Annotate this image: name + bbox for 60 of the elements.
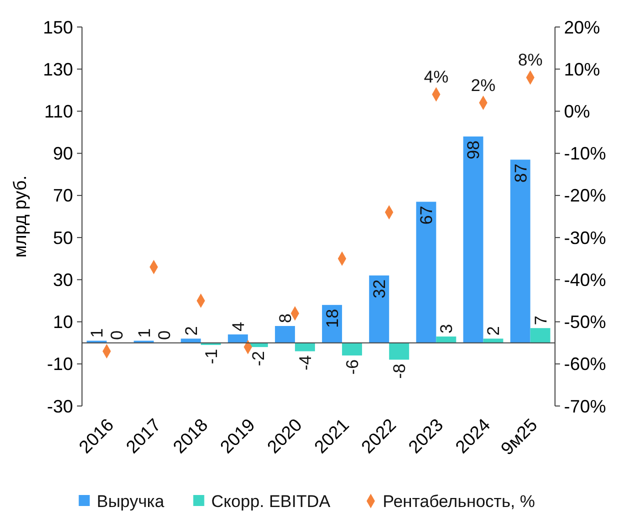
legend-label: Скорр. EBITDA (211, 492, 332, 511)
data-label: 3 (437, 324, 456, 334)
y2-tick-label: 10% (564, 59, 600, 80)
data-label: 8% (518, 50, 543, 70)
bar (483, 338, 504, 343)
bar (436, 336, 456, 343)
y2-tick-label: -70% (564, 396, 606, 416)
bar (342, 342, 362, 356)
bar (180, 338, 201, 343)
data-label: 32 (370, 279, 390, 298)
y2-tick-label: 0% (564, 102, 590, 122)
y2-tick-label: 20% (564, 17, 600, 38)
data-label: -6 (343, 359, 362, 375)
data-label: 1 (134, 328, 154, 338)
data-label: 2% (470, 76, 496, 95)
y-tick-label: 150 (42, 17, 73, 38)
data-label: 98 (464, 140, 484, 160)
y2-tick-label: -30% (564, 228, 606, 248)
legend-label: Выручка (96, 492, 165, 511)
y-tick-label: 30 (52, 270, 73, 290)
y2-tick-label: -40% (564, 270, 606, 290)
bar (369, 275, 390, 343)
bar (389, 342, 410, 360)
y2-tick-label: -20% (564, 186, 606, 206)
bar (228, 334, 248, 343)
data-label: 18 (323, 308, 342, 328)
data-label: 7 (531, 316, 550, 326)
bar (463, 136, 484, 343)
data-label: 67 (417, 206, 436, 225)
bar (510, 160, 530, 343)
data-label: 87 (511, 164, 530, 183)
y-tick-label: -10 (46, 354, 73, 374)
y-tick-label: 90 (52, 144, 73, 164)
data-label: 2 (484, 326, 504, 336)
bar (274, 326, 295, 343)
y-tick-label: -30 (46, 396, 73, 416)
y-tick-label: 10 (52, 312, 73, 332)
bar (530, 328, 550, 343)
data-label: -8 (390, 364, 410, 379)
y-axis-title: млрд руб. (10, 175, 30, 258)
y2-tick-label: -50% (564, 312, 606, 332)
bar (294, 342, 315, 352)
data-label: 4 (228, 322, 248, 332)
bar (416, 202, 436, 343)
y2-tick-label: -10% (564, 144, 606, 164)
data-label: -4 (296, 355, 315, 370)
data-label: -2 (248, 351, 268, 366)
data-label: 2 (182, 326, 201, 336)
y-tick-label: 130 (42, 59, 73, 80)
data-label: 4% (424, 67, 448, 86)
y-tick-label: 50 (52, 228, 73, 248)
legend-label: Рентабельность, % (382, 492, 535, 511)
y-tick-label: 110 (44, 102, 73, 122)
y-tick-label: 70 (52, 186, 73, 206)
data-label: 1 (88, 328, 107, 338)
data-label: -1 (202, 348, 221, 364)
data-label: 8 (276, 314, 295, 323)
data-label: 0 (108, 330, 127, 340)
y2-tick-label: -60% (564, 354, 606, 374)
data-label: 0 (154, 330, 174, 340)
